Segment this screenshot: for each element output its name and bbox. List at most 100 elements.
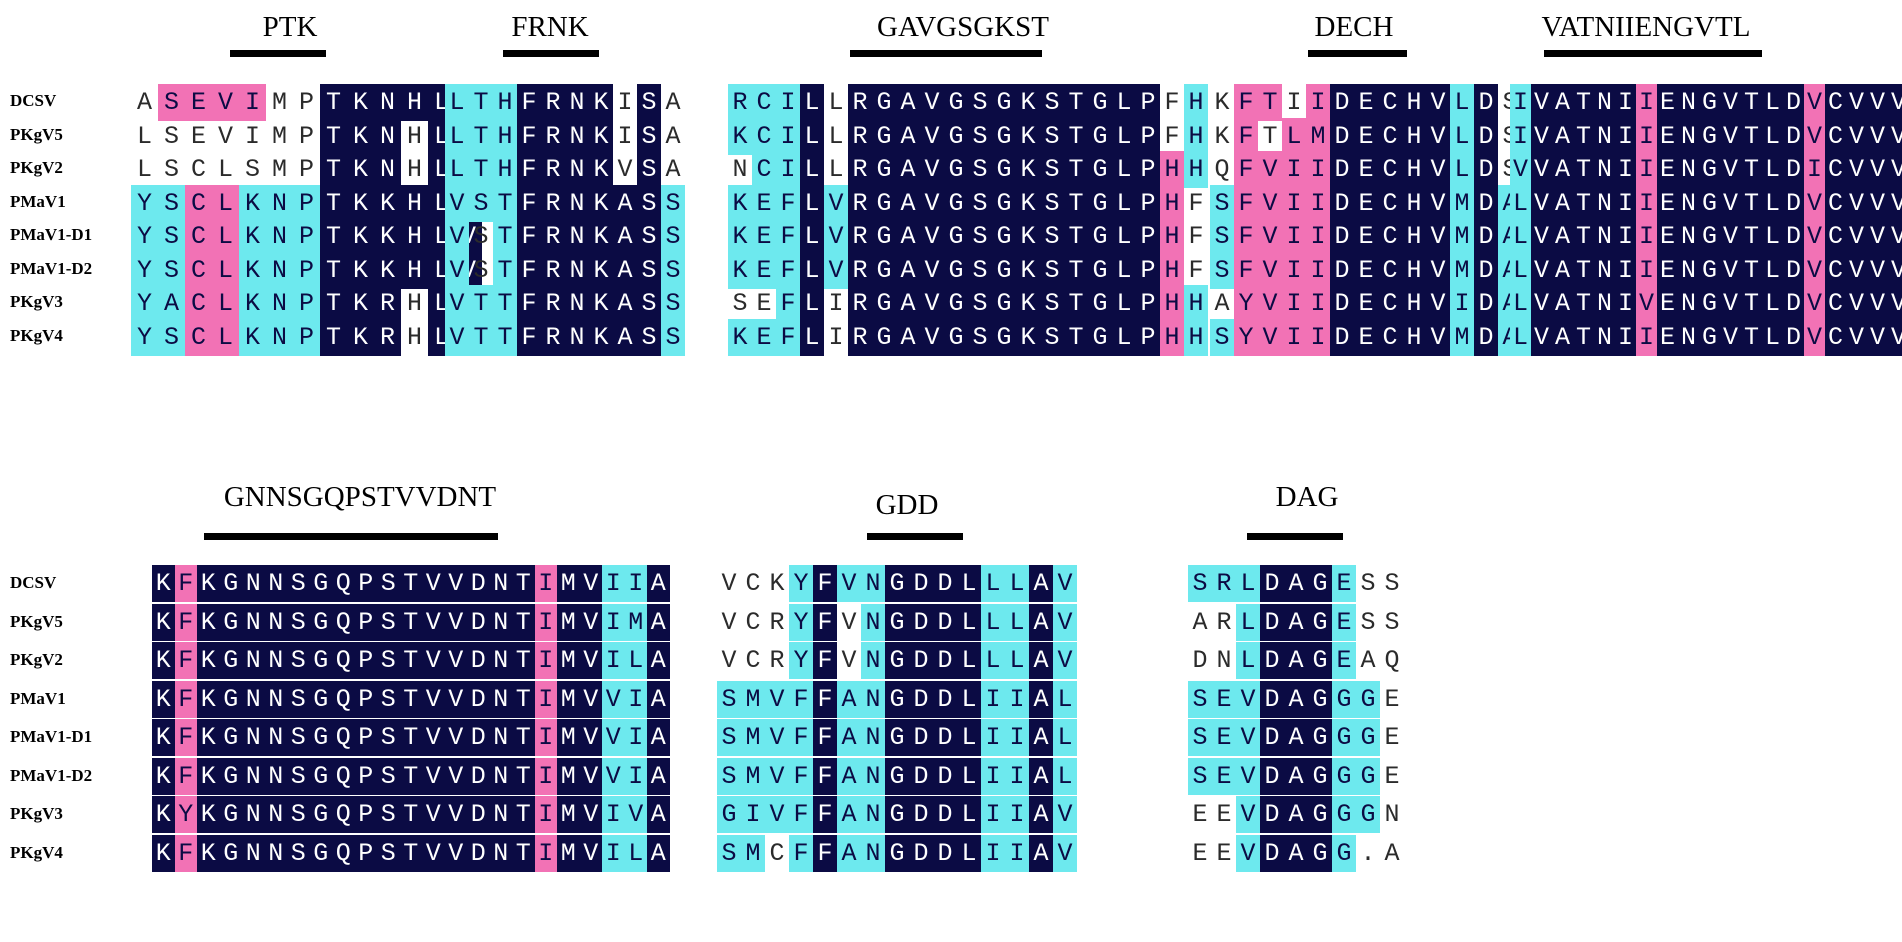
residue: S [377, 603, 400, 641]
residue: P [293, 251, 320, 289]
residue: S [637, 251, 661, 289]
residue: M [557, 680, 580, 718]
residue: L [1762, 285, 1783, 322]
sequence-name: PKgV2 [10, 650, 63, 669]
residue: M [1306, 117, 1330, 155]
residue: G [1308, 757, 1332, 795]
motif-bar [1308, 50, 1407, 57]
residue: I [1636, 184, 1657, 222]
residue: G [1308, 680, 1332, 718]
residue: D [1330, 151, 1354, 188]
sequence-row: YSCLKNPTKKHLV [131, 251, 482, 289]
residue: S [1188, 565, 1212, 602]
residue: A [1192, 607, 1208, 637]
residue: H [493, 151, 517, 188]
residue: N [264, 680, 287, 718]
residue: K [728, 318, 752, 356]
residue: R [374, 318, 401, 356]
residue: D [933, 603, 957, 641]
residue: V [1846, 318, 1867, 356]
residue: D [933, 834, 957, 872]
residue: I [1282, 218, 1306, 255]
residue: L [1450, 151, 1474, 188]
residue: L [445, 84, 469, 121]
residue: V [1510, 151, 1531, 188]
residue: N [861, 757, 885, 795]
residue: E [1657, 251, 1678, 289]
residue: I [1282, 318, 1306, 356]
residue: F [1234, 117, 1258, 155]
residue: A [1029, 603, 1053, 641]
residue: S [637, 151, 661, 188]
residue: V [1236, 796, 1260, 833]
residue: T [512, 680, 535, 718]
residue: R [541, 117, 565, 155]
residue: E [1354, 218, 1378, 255]
residue: K [239, 251, 266, 289]
residue: S [717, 757, 741, 795]
residue: S [287, 642, 310, 679]
residue: N [489, 834, 512, 872]
residue: T [399, 680, 422, 718]
residue: F [1188, 255, 1204, 285]
residue: V [1867, 285, 1888, 322]
residue: N [489, 603, 512, 641]
residue: N [1594, 218, 1615, 255]
residue: V [1846, 285, 1867, 322]
residue: G [885, 680, 909, 718]
residue: S [377, 757, 400, 795]
residue: I [981, 796, 1005, 833]
residue: G [944, 285, 968, 322]
residue: V [920, 117, 944, 155]
residue: N [489, 796, 512, 833]
residue: E [752, 218, 776, 255]
residue: D [933, 642, 957, 679]
residue: D [467, 603, 490, 641]
residue: A [647, 757, 670, 795]
residue: K [589, 285, 613, 322]
residue: I [1615, 184, 1636, 222]
residue: H [1184, 84, 1208, 121]
residue: V [579, 834, 602, 872]
residue: C [1378, 117, 1402, 155]
residue: A [1284, 642, 1308, 679]
residue: M [741, 757, 765, 795]
residue: M [624, 603, 647, 641]
residue: H [401, 184, 428, 222]
residue: V [1426, 151, 1450, 188]
residue: H [1184, 318, 1208, 356]
residue: A [665, 155, 681, 184]
residue: S [1188, 719, 1212, 756]
residue: C [1378, 184, 1402, 222]
residue: A [613, 318, 637, 356]
residue: N [264, 719, 287, 756]
residue: V [422, 757, 445, 795]
residue: I [981, 834, 1005, 872]
residue: S [968, 151, 992, 188]
residue: M [1450, 184, 1474, 222]
residue: H [1402, 84, 1426, 121]
residue: D [1260, 719, 1284, 756]
residue: S [968, 251, 992, 289]
residue: V [1846, 117, 1867, 155]
residue: V [445, 285, 469, 322]
residue: H [1160, 318, 1184, 356]
residue: Q [332, 757, 355, 795]
residue: F [813, 757, 837, 795]
residue: N [1678, 151, 1699, 188]
residue: L [1762, 151, 1783, 188]
residue: P [293, 218, 320, 255]
residue: L [1112, 184, 1136, 222]
residue: G [1699, 184, 1720, 222]
sequence-name: PKgV5 [10, 124, 63, 144]
residue: L [981, 642, 1005, 679]
residue: L [1762, 117, 1783, 155]
residue: G [309, 680, 332, 718]
residue: T [1573, 84, 1594, 121]
